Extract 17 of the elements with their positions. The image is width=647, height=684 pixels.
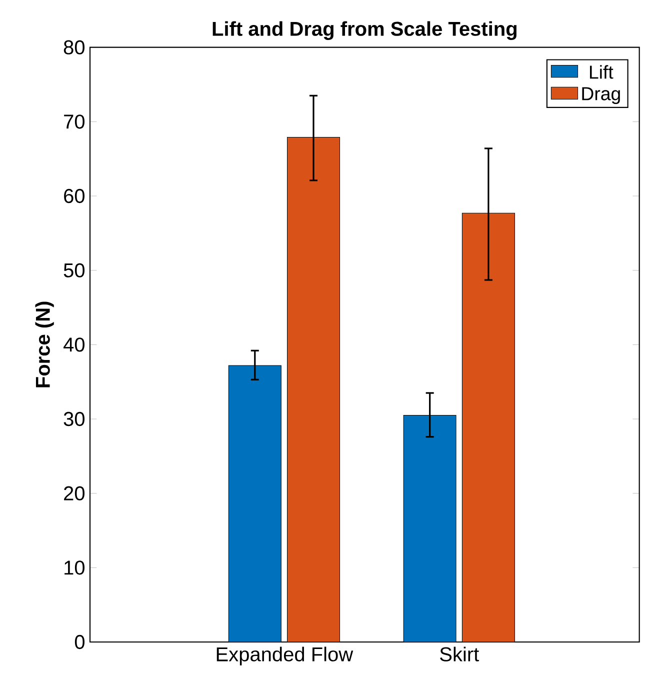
y-tick-label: 50 bbox=[64, 263, 84, 278]
bar bbox=[403, 415, 456, 642]
y-axis-title: Force (N) bbox=[35, 302, 54, 388]
x-tick-label: Skirt bbox=[440, 646, 479, 662]
y-tick-label: 70 bbox=[64, 114, 84, 129]
y-tick-label: 80 bbox=[64, 40, 84, 54]
bar bbox=[228, 365, 282, 642]
y-tick-label: 20 bbox=[64, 486, 84, 500]
y-tick-label: 60 bbox=[64, 188, 84, 204]
legend-label: Lift bbox=[590, 65, 614, 79]
y-tick-label: 40 bbox=[64, 338, 84, 352]
legend-label: Drag bbox=[582, 87, 620, 104]
chart-title: Lift and Drag from Scale Testing bbox=[212, 21, 516, 40]
y-tick-label: 30 bbox=[64, 412, 84, 426]
x-tick-label: Expanded Flow bbox=[216, 646, 354, 666]
y-tick-label: 0 bbox=[74, 634, 84, 650]
y-tick-label: 10 bbox=[64, 560, 84, 575]
